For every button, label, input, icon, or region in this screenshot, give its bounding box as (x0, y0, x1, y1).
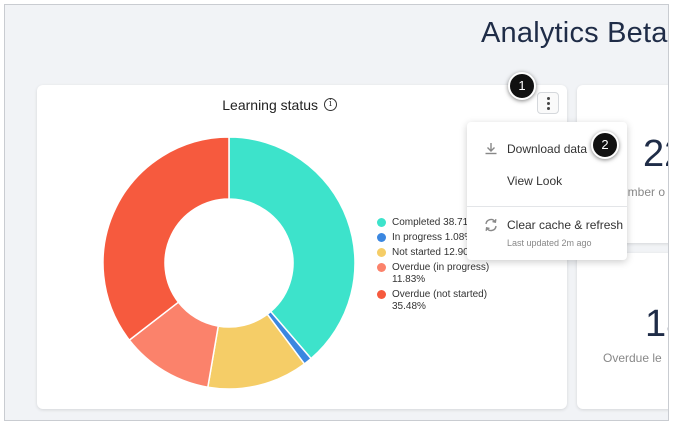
legend-swatch (377, 290, 386, 299)
menu-item-label: Clear cache & refresh (507, 218, 624, 232)
page-title: Analytics Beta (481, 17, 668, 49)
metric-label: Overdue le (603, 351, 662, 365)
menu-item-download-data[interactable]: Download data (467, 141, 627, 159)
download-icon (485, 143, 497, 155)
screenshot-frame: Analytics Beta Learning status i Complet… (4, 4, 669, 421)
card-title-text: Learning status (222, 97, 318, 113)
kebab-dot (546, 106, 550, 110)
menu-item-view-look[interactable]: View Look (467, 173, 627, 191)
legend-swatch (377, 218, 386, 227)
legend-item[interactable]: Overdue (in progress) 11.83% (377, 262, 502, 286)
legend-label: Overdue (in progress) 11.83% (392, 262, 490, 285)
kebab-menu-icon[interactable] (537, 92, 559, 114)
legend-swatch (377, 233, 386, 242)
metric-value: 18 (645, 303, 668, 345)
refresh-icon (485, 218, 497, 232)
legend-item[interactable]: In progress 1.08% (377, 232, 502, 244)
legend-swatch (377, 263, 386, 272)
step-callout-2: 2 (591, 131, 619, 159)
kebab-dot (546, 101, 550, 105)
menu-item-label: Download data (507, 142, 588, 156)
metric-value: 22 (643, 133, 668, 175)
step-callout-1: 1 (508, 72, 536, 100)
legend-item[interactable]: Overdue (not started) 35.48% (377, 289, 502, 313)
slice-overdue-not-started[interactable] (102, 136, 230, 342)
legend-label: Completed 38.71 (392, 217, 469, 228)
menu-divider (467, 206, 627, 207)
legend-label: Not started 12.90 (392, 247, 469, 258)
last-updated-text: Last updated 2m ago (507, 238, 592, 248)
kebab-dot (546, 96, 550, 100)
chart-legend: Completed 38.71 In progress 1.08% Not star… (377, 217, 502, 316)
legend-label: In progress 1.08% (392, 232, 474, 243)
menu-item-clear-cache[interactable]: Clear cache & refresh (467, 217, 627, 235)
legend-item[interactable]: Not started 12.90 (377, 247, 502, 259)
overdue-card: 18 Overdue le (577, 253, 668, 409)
slice-completed[interactable] (228, 136, 356, 360)
info-icon[interactable]: i (324, 98, 337, 111)
menu-item-label: View Look (507, 174, 563, 188)
metric-label: umber o (621, 185, 666, 199)
legend-item[interactable]: Completed 38.71 (377, 217, 502, 229)
legend-swatch (377, 248, 386, 257)
legend-label: Overdue (not started) 35.48% (392, 289, 488, 312)
learning-status-donut-chart (102, 136, 356, 390)
